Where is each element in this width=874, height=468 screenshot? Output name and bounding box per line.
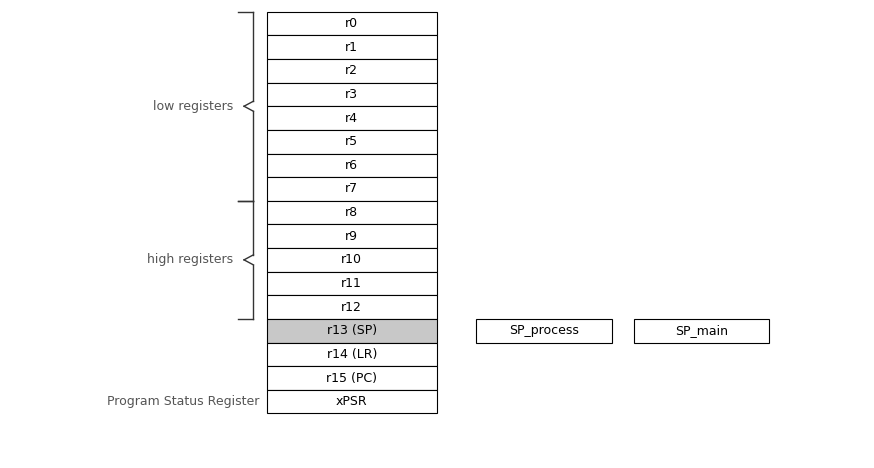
Text: r3: r3 [345,88,358,101]
Text: r4: r4 [345,111,358,124]
Text: r1: r1 [345,41,358,54]
Text: high registers: high registers [147,253,233,266]
Text: r15 (PC): r15 (PC) [326,372,378,385]
Bar [267,319,437,343]
Text: SP_process: SP_process [510,324,579,337]
Bar [267,225,437,248]
Text: Program Status Register: Program Status Register [108,395,260,408]
Bar [267,343,437,366]
Bar [476,319,612,343]
Bar [267,295,437,319]
Text: r13 (SP): r13 (SP) [327,324,377,337]
Text: r0: r0 [345,17,358,30]
Bar [267,201,437,224]
Bar [267,390,437,414]
Text: r8: r8 [345,206,358,219]
Text: r5: r5 [345,135,358,148]
Bar [267,82,437,106]
Bar [634,319,769,343]
Bar [267,271,437,295]
Text: r10: r10 [341,253,363,266]
Text: xPSR: xPSR [336,395,368,408]
Bar [267,35,437,59]
Bar [267,366,437,390]
Text: r2: r2 [345,64,358,77]
Bar [267,12,437,35]
Text: SP_main: SP_main [675,324,728,337]
Text: r7: r7 [345,183,358,196]
Bar [267,59,437,82]
Text: r6: r6 [345,159,358,172]
Bar [267,177,437,201]
Text: low registers: low registers [153,100,233,113]
Text: r11: r11 [342,277,362,290]
Bar [267,248,437,271]
Text: r12: r12 [342,300,362,314]
Bar [267,130,437,154]
Bar [267,106,437,130]
Text: r14 (LR): r14 (LR) [327,348,377,361]
Text: r9: r9 [345,230,358,243]
Bar [267,154,437,177]
